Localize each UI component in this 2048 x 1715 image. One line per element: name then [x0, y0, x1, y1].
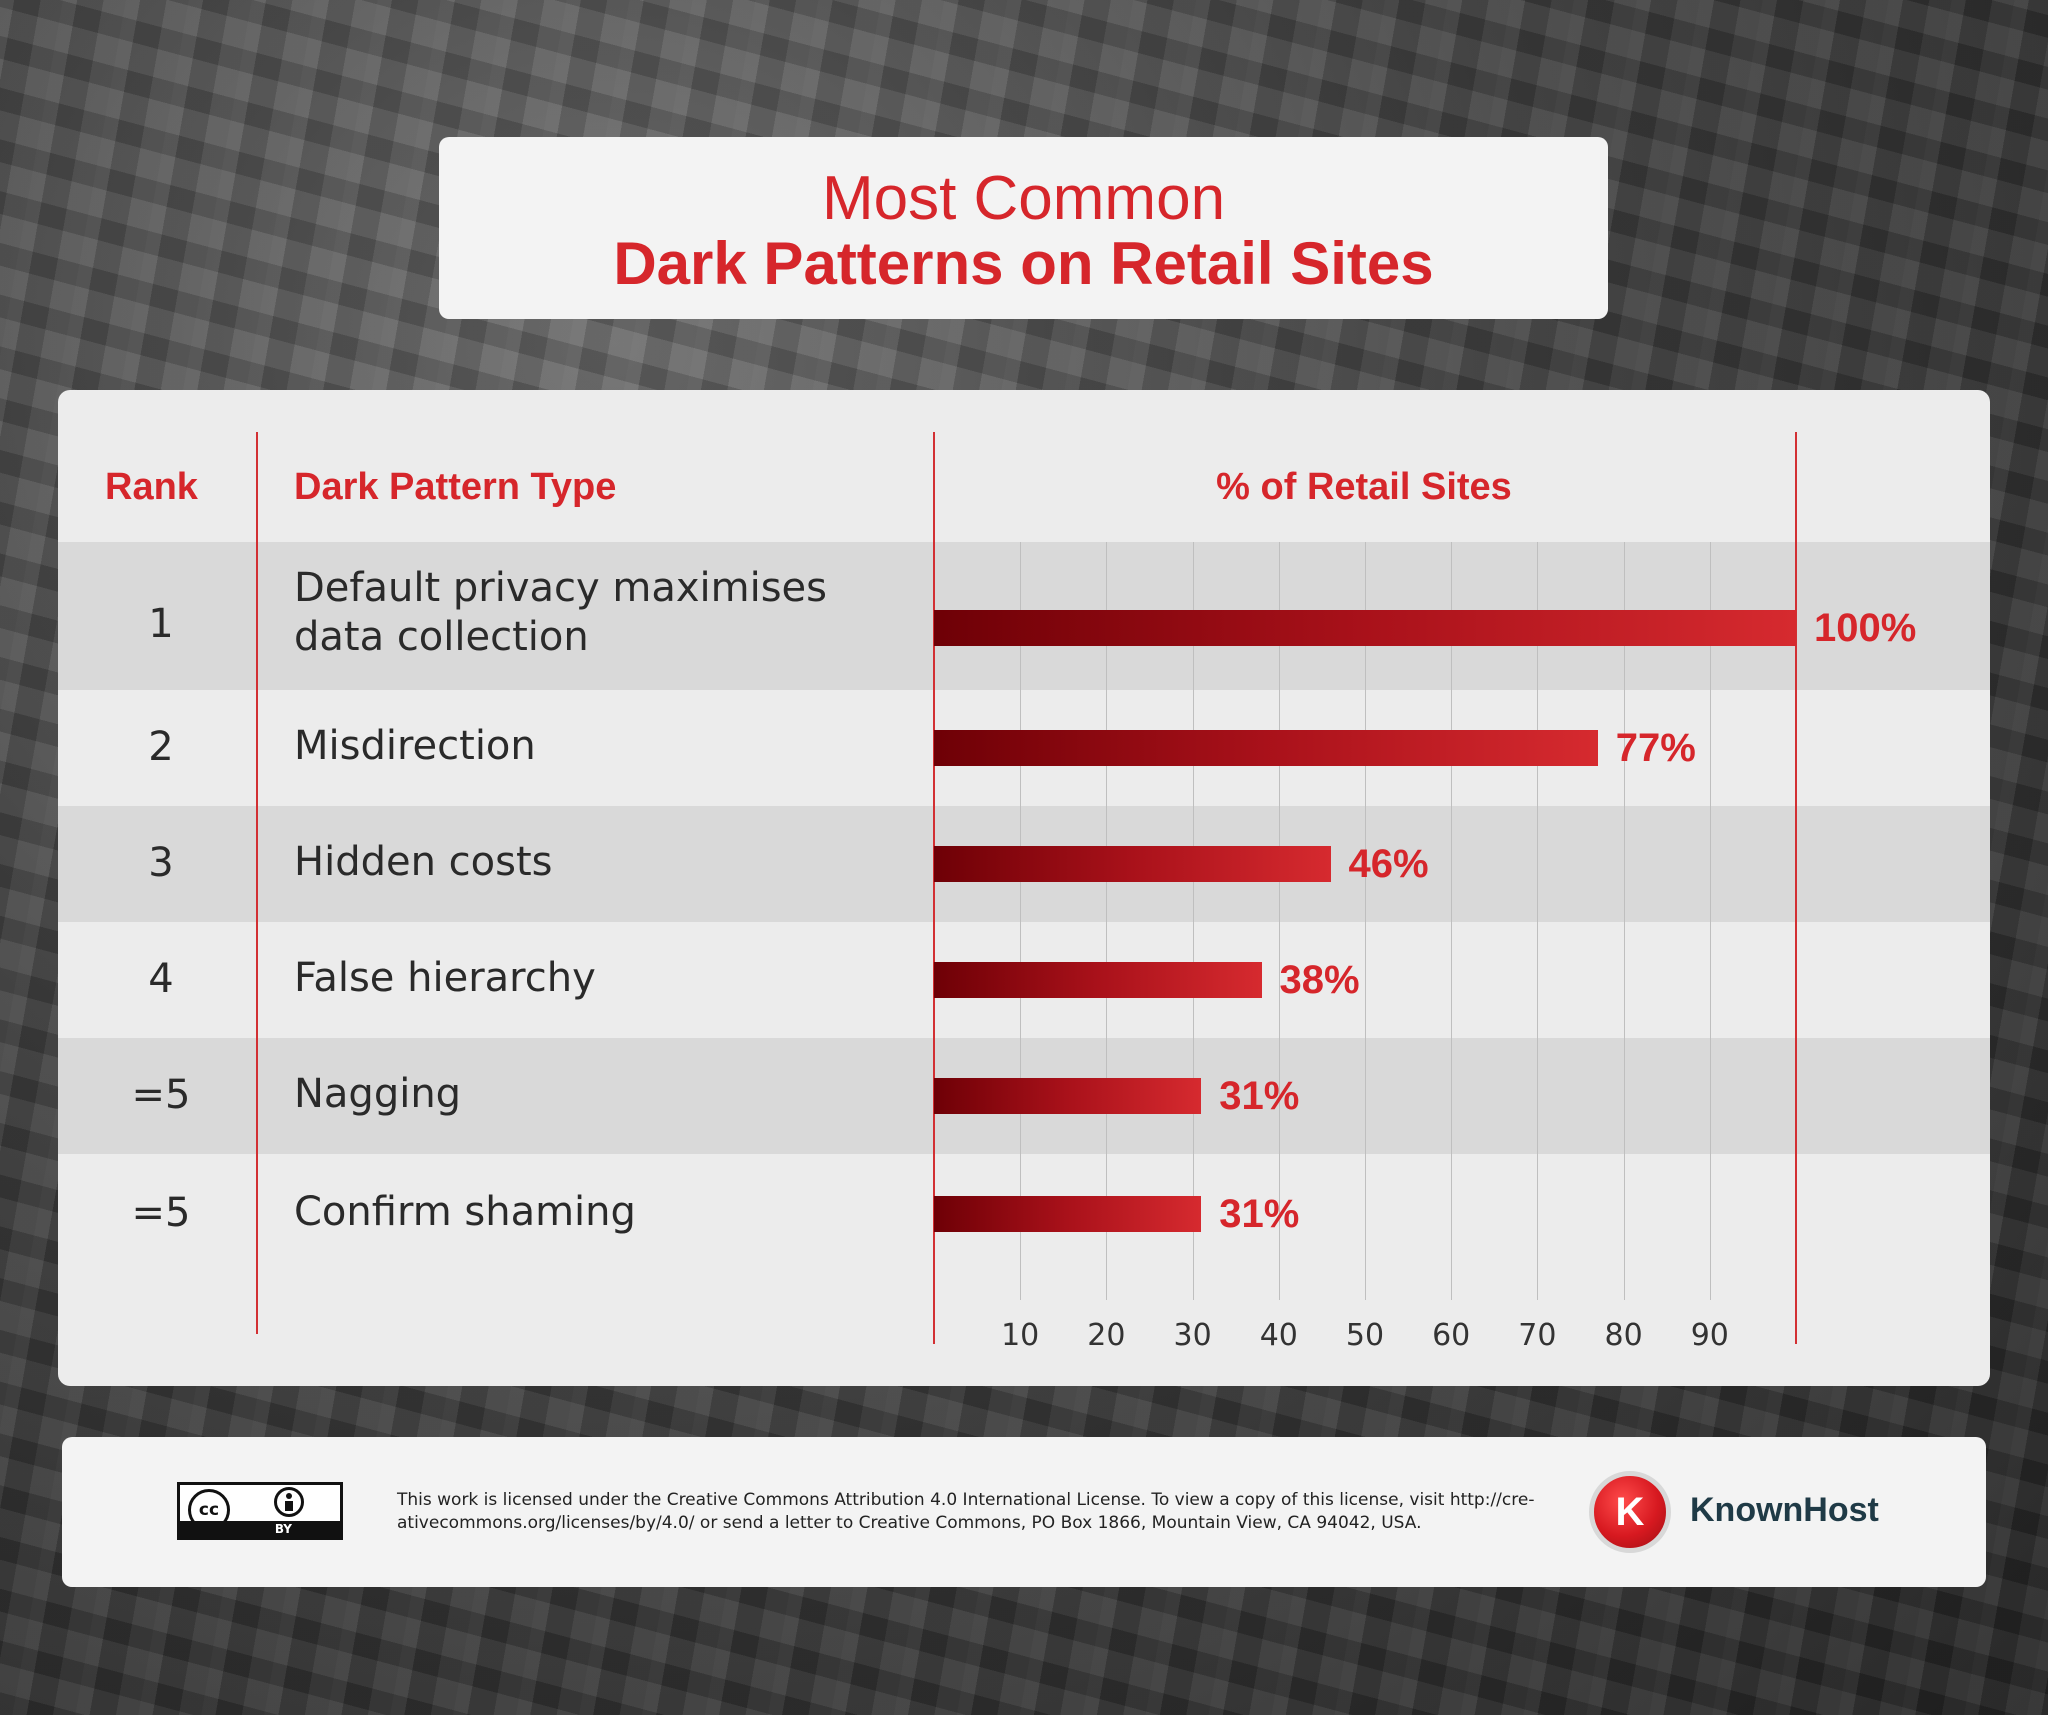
header-rank: Rank: [105, 466, 198, 508]
grid-line: [1365, 542, 1366, 1300]
bar: [934, 846, 1331, 882]
x-tick-label: 80: [1604, 1318, 1643, 1353]
grid-line: [1020, 542, 1022, 1300]
rank-cell: 2: [148, 724, 174, 770]
header-percent: % of Retail Sites: [1216, 466, 1512, 508]
pattern-type-cell: Misdirection: [294, 722, 536, 769]
value-label: 31%: [1219, 1192, 1300, 1236]
pattern-type-cell: data collection: [294, 614, 589, 660]
column-divider: [1795, 432, 1797, 1344]
x-tick-label: 40: [1259, 1318, 1298, 1353]
knownhost-logo-icon: K: [1589, 1471, 1671, 1553]
grid-line: [1192, 542, 1194, 1300]
bar: [934, 1196, 1202, 1232]
value-label: 46%: [1348, 842, 1429, 886]
x-tick-label: 50: [1345, 1318, 1385, 1353]
column-divider: [933, 432, 935, 1344]
pattern-type-cell: Confirm shaming: [294, 1188, 636, 1235]
value-label: 100%: [1814, 606, 1917, 650]
grid-line: [1623, 542, 1625, 1300]
rank-cell: =5: [131, 1190, 191, 1236]
x-tick-label: 10: [1001, 1318, 1040, 1353]
footer: cc BY This work is licensed under the Cr…: [62, 1437, 1986, 1587]
brand-name: KnownHost: [1690, 1491, 1879, 1529]
header-type: Dark Pattern Type: [294, 466, 617, 508]
value-label: 38%: [1279, 958, 1360, 1002]
grid-line: [1451, 542, 1453, 1300]
grid-line: [1537, 542, 1539, 1300]
value-label: 77%: [1615, 726, 1696, 770]
pattern-type-cell: False hierarchy: [294, 954, 596, 1001]
title-line1: Most Common: [821, 164, 1226, 233]
attribution-person-icon: [274, 1487, 304, 1517]
bar: [934, 610, 1796, 646]
title-box: Most Common Dark Patterns on Retail Site…: [439, 137, 1608, 319]
bar: [934, 1078, 1202, 1114]
pattern-type-cell: Nagging: [294, 1070, 462, 1117]
pattern-type-cell: Default privacy maximises: [294, 565, 828, 611]
grid-line: [1709, 542, 1711, 1300]
rank-cell: 4: [148, 956, 174, 1002]
x-tick-label: 90: [1690, 1318, 1729, 1353]
cc-by-badge-icon: cc BY: [177, 1482, 343, 1540]
rank-cell: 3: [148, 840, 174, 886]
license-text: This work is licensed under the Creative…: [397, 1490, 1535, 1533]
x-tick-label: 70: [1518, 1318, 1557, 1353]
cc-by-label: BY: [274, 1522, 292, 1536]
rank-cell: 1: [148, 601, 174, 647]
bar: [934, 730, 1598, 766]
pattern-type-cell: Hidden costs: [294, 838, 553, 885]
chart-panel: Rank Dark Pattern Type % of Retail Sites…: [58, 390, 1990, 1386]
x-tick-label: 30: [1173, 1318, 1212, 1353]
column-divider: [256, 432, 258, 1334]
value-label: 31%: [1219, 1074, 1300, 1118]
x-tick-label: 60: [1432, 1318, 1471, 1353]
title-line2: Dark Patterns on Retail Sites: [613, 230, 1434, 297]
x-tick-label: 20: [1087, 1318, 1126, 1353]
grid-line: [1106, 542, 1108, 1300]
rank-cell: =5: [131, 1072, 191, 1118]
grid-line: [1278, 542, 1280, 1300]
bar: [934, 962, 1262, 998]
